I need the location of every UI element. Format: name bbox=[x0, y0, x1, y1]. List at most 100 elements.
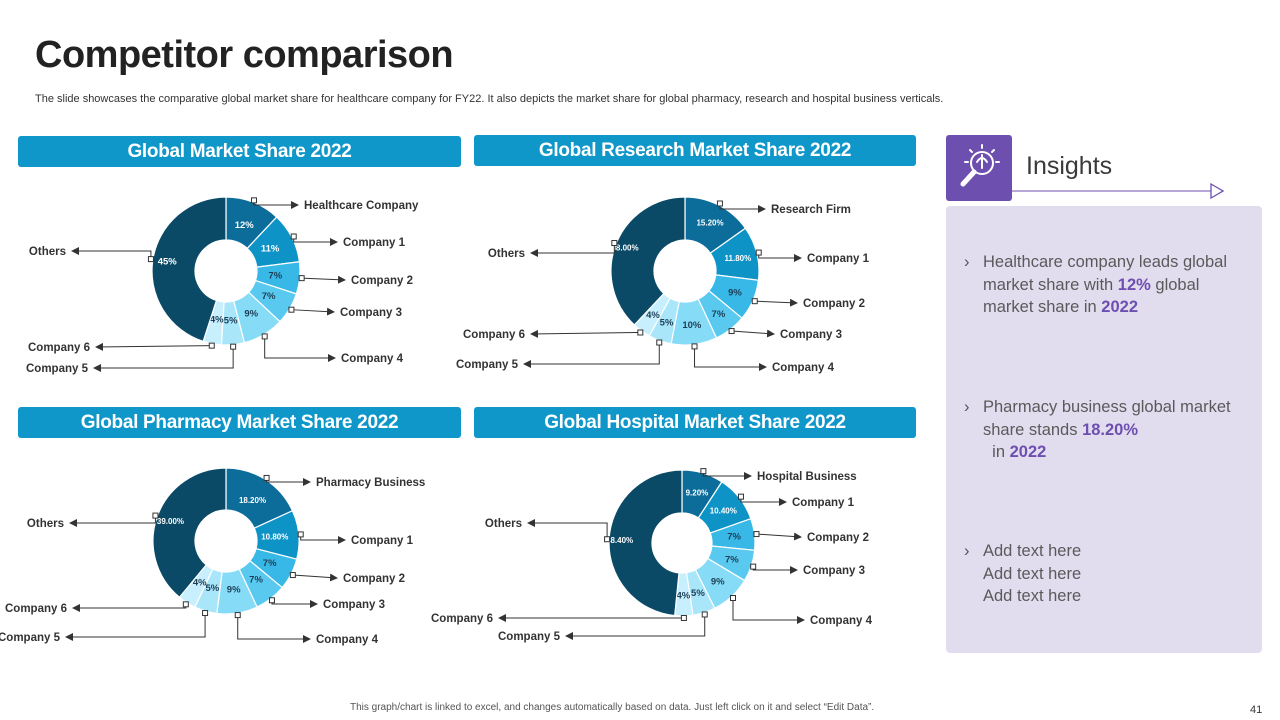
category-label: Company 5 bbox=[0, 632, 61, 644]
category-label: Healthcare Company bbox=[304, 200, 419, 212]
leader-line bbox=[301, 275, 346, 284]
insights-icon-box bbox=[946, 135, 1012, 201]
leader-anchor bbox=[182, 601, 189, 608]
leader-anchor bbox=[234, 612, 241, 619]
leader-line bbox=[732, 597, 805, 624]
chevron-right-icon: › bbox=[964, 398, 970, 416]
chart-title-global: Global Market Share 2022 bbox=[18, 136, 461, 167]
insight-item-1: › Healthcare company leads global market… bbox=[964, 253, 1227, 316]
leader-anchor bbox=[250, 197, 257, 204]
leader-line bbox=[69, 515, 156, 527]
leader-anchor bbox=[152, 512, 159, 519]
category-label: Others bbox=[488, 248, 525, 260]
donut-chart-research[interactable]: 15.20% Research Firm 11.80% Company 1 9% Comp… bbox=[456, 170, 916, 400]
slice-value-label: 15.20% bbox=[696, 219, 723, 228]
page-subtitle: The slide showcases the comparative glob… bbox=[35, 93, 944, 105]
slice-value-label: 9.20% bbox=[686, 489, 709, 498]
category-label: Hospital Business bbox=[757, 471, 857, 483]
leader-anchor bbox=[680, 614, 687, 621]
leader-anchor bbox=[147, 256, 154, 263]
category-label: Company 6 bbox=[431, 613, 493, 625]
donut-chart-pharmacy[interactable]: 18.20% Pharmacy Business 10.80% Company 1 7%… bbox=[0, 442, 461, 672]
leader-line bbox=[530, 243, 615, 257]
leader-anchor bbox=[729, 594, 736, 601]
leader-anchor bbox=[230, 343, 237, 350]
slice-value-label: 48.40% bbox=[606, 536, 633, 545]
leader-anchor bbox=[263, 474, 270, 481]
slice-value-label: 12% bbox=[235, 220, 255, 231]
leader-line bbox=[71, 247, 152, 260]
leader-anchor bbox=[611, 240, 618, 247]
insights-panel: › Healthcare company leads global market… bbox=[946, 206, 1262, 653]
slice-value-label: 10.80% bbox=[261, 533, 288, 542]
leader-line bbox=[754, 298, 798, 307]
leader-line bbox=[740, 496, 787, 506]
slice-value-label: 5% bbox=[205, 583, 219, 594]
category-label: Company 2 bbox=[351, 275, 413, 287]
lightbulb-magnifier-icon bbox=[960, 144, 1000, 187]
leader-anchor bbox=[298, 275, 305, 282]
slice-value-label: 7% bbox=[725, 555, 739, 566]
category-label: Company 5 bbox=[498, 631, 561, 643]
leader-anchor bbox=[297, 531, 304, 538]
leader-line bbox=[271, 600, 318, 608]
slice-value-label: 38.00% bbox=[611, 243, 638, 252]
leader-line bbox=[72, 604, 187, 612]
slice-value-label: 18.20% bbox=[239, 496, 266, 505]
leader-line bbox=[758, 252, 802, 262]
donut-chart-global[interactable]: 12% Healthcare Company 11% Company 1 7% Compa… bbox=[18, 170, 461, 400]
leader-anchor bbox=[637, 329, 644, 336]
leader-line bbox=[694, 346, 767, 371]
slice-value-label: 7% bbox=[249, 575, 263, 586]
leader-anchor bbox=[691, 343, 698, 350]
category-label: Company 1 bbox=[343, 237, 406, 249]
category-label: Company 4 bbox=[341, 353, 404, 365]
slice-value-label: 10% bbox=[682, 320, 702, 331]
slice-value-label: 7% bbox=[268, 271, 282, 282]
leader-line bbox=[264, 336, 336, 362]
slice-value-label: 10.40% bbox=[710, 507, 737, 516]
category-label: Company 1 bbox=[807, 253, 870, 265]
chart-title-hospital: Global Hospital Market Share 2022 bbox=[474, 407, 916, 438]
leader-anchor bbox=[202, 610, 209, 617]
slice-value-label: 7% bbox=[262, 291, 276, 302]
leader-line bbox=[237, 615, 311, 643]
leader-anchor bbox=[737, 493, 744, 500]
category-label: Company 2 bbox=[807, 532, 869, 544]
leader-line bbox=[93, 346, 234, 372]
category-label: Company 3 bbox=[340, 307, 402, 319]
slice-value-label: 9% bbox=[728, 288, 742, 299]
category-label: Company 4 bbox=[772, 362, 835, 374]
slice-value-label: 39.00% bbox=[157, 517, 184, 526]
slice-value-label: 5% bbox=[691, 588, 705, 599]
leader-line bbox=[731, 329, 775, 338]
leader-line bbox=[719, 203, 766, 213]
category-label: Others bbox=[27, 518, 64, 530]
category-label: Others bbox=[485, 518, 522, 530]
donut-slice[interactable] bbox=[608, 469, 683, 617]
footnote: This graph/chart is linked to excel, and… bbox=[350, 702, 875, 713]
leader-line bbox=[527, 519, 608, 540]
slice-value-label: 7% bbox=[712, 309, 726, 320]
slice-value-label: 9% bbox=[711, 576, 725, 587]
slice-value-label: 45% bbox=[158, 257, 178, 268]
category-label: Company 5 bbox=[26, 363, 89, 375]
chevron-right-icon: › bbox=[964, 253, 970, 271]
category-label: Company 1 bbox=[792, 497, 855, 509]
donut-slice[interactable] bbox=[151, 196, 227, 343]
donut-chart-hospital[interactable]: 9.20% Hospital Business 10.40% Company 1 7% C… bbox=[431, 442, 916, 672]
donut-slice[interactable] bbox=[152, 467, 227, 599]
leader-line bbox=[95, 342, 212, 351]
leader-line bbox=[253, 200, 299, 209]
leader-line bbox=[530, 329, 641, 338]
leader-anchor bbox=[700, 468, 707, 475]
category-label: Company 6 bbox=[463, 329, 525, 341]
leader-anchor bbox=[604, 536, 611, 543]
leader-line bbox=[291, 307, 335, 316]
insight-item-3: › Add text here Add text here Add text her… bbox=[964, 542, 1082, 605]
category-label: Company 6 bbox=[5, 603, 67, 615]
insights-arrow-line bbox=[1012, 182, 1225, 200]
category-label: Company 3 bbox=[323, 599, 385, 611]
leader-anchor bbox=[755, 249, 762, 256]
donut-slice[interactable] bbox=[610, 196, 686, 326]
